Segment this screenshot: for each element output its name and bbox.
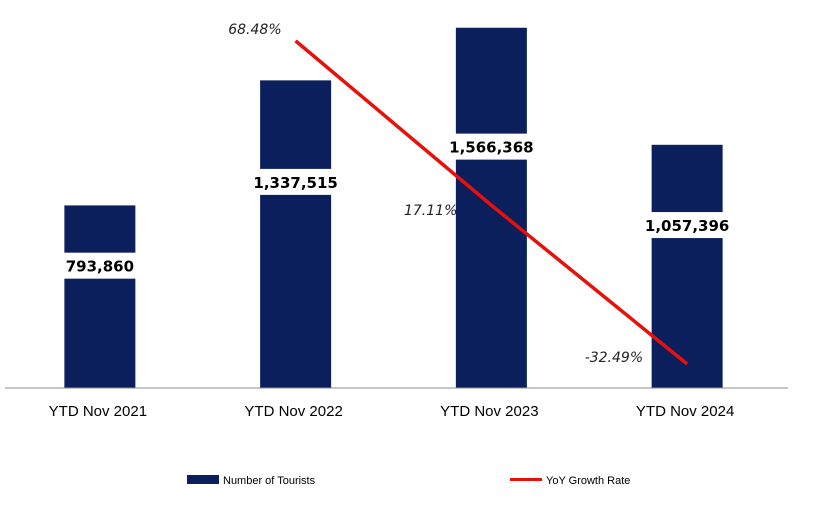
bar-1 <box>64 205 136 388</box>
bar-value-label-3: 1,566,368 <box>449 139 533 157</box>
bar-label-box-1 <box>62 252 137 279</box>
x-tick-label-3: YTD Nov 2023 <box>440 403 538 420</box>
bar-value-label-4: 1,057,396 <box>645 217 729 235</box>
legend: Number of Tourists YoY Growth Rate <box>187 475 630 487</box>
bars-layer <box>64 27 723 389</box>
growth-rate-label-3: 17.11% <box>404 203 457 219</box>
legend-label-tourists: Number of Tourists <box>223 475 316 487</box>
bar-value-label-1: 793,860 <box>66 258 134 276</box>
x-tick-label-4: YTD Nov 2024 <box>636 403 734 420</box>
legend-label-growth: YoY Growth Rate <box>546 475 630 487</box>
x-tick-label-1: YTD Nov 2021 <box>49 403 147 420</box>
growth-line-layer: 68.48% 17.11% -32.49% <box>228 22 689 366</box>
bar-3 <box>455 27 527 389</box>
bar-label-box-4 <box>640 212 734 239</box>
x-axis-ticks: YTD Nov 2021 YTD Nov 2022 YTD Nov 2023 YTD … <box>49 403 735 420</box>
data-labels-layer: 793,860 1,337,515 1,566,368 1,057,396 <box>62 133 734 279</box>
growth-rate-label-4: -32.49% <box>585 350 643 366</box>
growth-rate-line <box>294 39 689 366</box>
x-tick-label-2: YTD Nov 2022 <box>244 403 342 420</box>
legend-swatch-tourists <box>187 475 219 484</box>
bar-label-box-2 <box>249 168 342 195</box>
bar-label-box-3 <box>445 133 538 160</box>
bar-value-label-2: 1,337,515 <box>253 174 337 192</box>
growth-rate-label-2: 68.48% <box>228 22 281 38</box>
bar-4 <box>651 144 723 388</box>
bar-2 <box>260 80 332 388</box>
